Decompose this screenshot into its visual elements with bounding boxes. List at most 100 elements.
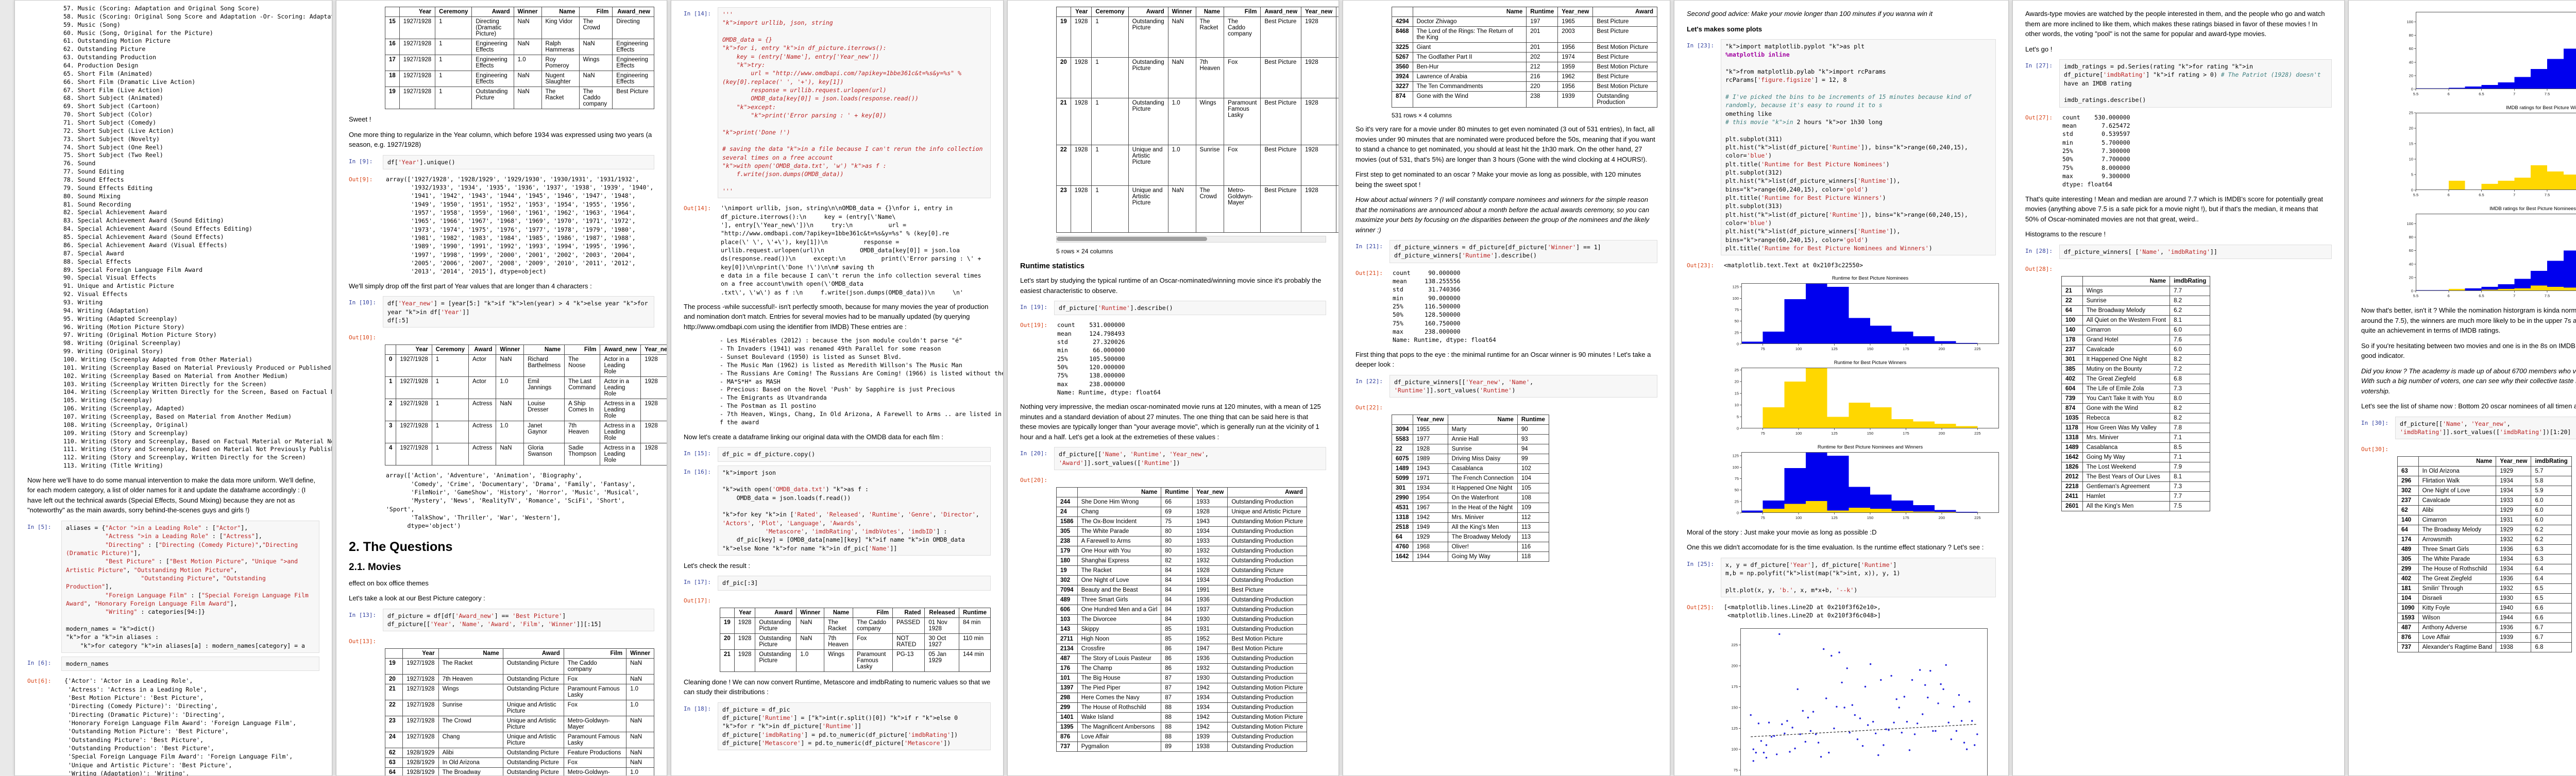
column-header: Winner <box>496 344 524 355</box>
table-row: 5267 The Godfather Part II 202 1974 Best Pic… <box>1392 52 1657 62</box>
table-cell: Mrs. Miniver <box>1447 512 1518 523</box>
table-cell: 1952 <box>1192 633 1228 644</box>
table-cell: 2218 <box>2061 481 2083 492</box>
output-cell: Out[22]: <box>1355 401 1657 411</box>
table-cell: 22 <box>2061 295 2083 306</box>
output-line: '1981', '1982', '1983', '1984', '1985', … <box>386 234 636 242</box>
table-cell: 1947 <box>1192 643 1228 654</box>
table-cell: 19 <box>384 658 403 675</box>
output-cell: Out[28]: <box>2025 263 2332 272</box>
table-cell: 1928 <box>1192 565 1228 576</box>
markdown-paragraph: Histograms to the rescure ! <box>2025 229 2332 239</box>
table-cell: 6.7 <box>2531 623 2572 633</box>
table-cell: 23 <box>384 716 403 733</box>
table-cell: 1991 <box>1192 584 1228 595</box>
table-cell: Nugent Slaughter <box>541 71 580 87</box>
table-cell: 88 <box>1161 712 1193 722</box>
table-cell: 112 <box>1517 512 1549 523</box>
table-cell: Outstanding Picture <box>502 767 564 775</box>
markdown-paragraph: We'll simply drop off the first part of … <box>349 281 654 291</box>
table-cell: 296 <box>2397 476 2419 487</box>
code-input: imdb_ratings = pd.Series(rating "k">for … <box>2059 59 2332 108</box>
table-cell: The Crowd <box>579 16 613 39</box>
histogram-chart: IMDB ratings for Best Picture Winners 0 5 1… <box>2397 104 2576 199</box>
svg-text:100: 100 <box>1732 296 1739 300</box>
table-cell: Outstanding Picture <box>755 617 797 634</box>
column-header: Year <box>734 607 756 618</box>
table-cell: Alexander's Ragtime Band <box>2418 642 2497 653</box>
svg-text:125: 125 <box>1732 284 1739 289</box>
table-cell: 1489 <box>1392 463 1413 474</box>
table-cell: She Done Him Wrong <box>1077 496 1162 507</box>
table-cell: The Racket <box>541 87 580 109</box>
table-cell: 6.0 <box>2170 344 2211 355</box>
table-cell: 24 <box>1056 506 1078 517</box>
code-cell: In [30]: df_picture[['Name', 'Year_new', … <box>2361 416 2576 440</box>
table-cell: 20 <box>384 674 403 685</box>
table-cell: Best Picture <box>612 87 654 109</box>
table-cell: 1 <box>435 55 472 71</box>
svg-text:0: 0 <box>2411 188 2413 193</box>
table-cell: 1928 <box>734 649 756 672</box>
table-row: 1090 Kitty Foyle 1940 6.6 <box>2397 603 2572 614</box>
table-cell: 604 <box>2061 383 2083 394</box>
table-cell: All Quiet on the Western Front <box>2082 315 2171 325</box>
table-body: 63 In Old Arizona 1929 5.7 296 Flirtation Wal… <box>2397 466 2572 653</box>
table-cell: Going My Way <box>1447 551 1518 562</box>
output-line: 'Honorary Foreign Language Film Award': … <box>64 719 297 727</box>
horizontal-scrollbar[interactable] <box>1056 236 1326 243</box>
list-line: 112. Writing (Story and Screenplay, Writ… <box>63 454 306 461</box>
input-prompt: In [14]: <box>684 10 711 17</box>
table-cell: 737 <box>2397 642 2419 653</box>
list-line: 57. Music (Scoring: Adaptation and Origi… <box>63 5 260 12</box>
table-cell: 22 <box>384 700 403 717</box>
table-cell: Sunrise <box>1447 444 1518 455</box>
table-cell: Actress in a Leading Role <box>600 443 641 466</box>
table-cell: 1.0 <box>496 376 524 400</box>
table-cell: 86 <box>1161 663 1193 674</box>
table-cell: Outstanding Production <box>1592 91 1657 108</box>
table-cell: 109 <box>1517 503 1549 513</box>
list-line: 108. Writing (Screenplay, Original) <box>63 421 189 428</box>
table-cell: 8.1 <box>2170 315 2211 325</box>
list-line: - Th Invaders (1941) was renamed 49th Pa… <box>720 345 941 353</box>
list-line: 84. Special Achievement Award (Sound Eff… <box>63 225 252 233</box>
markdown-paragraph: One more thing to regularize in the Year… <box>349 130 654 150</box>
table-cell: Best Picture <box>1592 16 1657 27</box>
table-cell: NaN <box>1167 16 1196 58</box>
dataframe-table: Year_new Name Runtime 3094 1955 Marty 90 5583 19… <box>1392 415 1657 562</box>
svg-text:50: 50 <box>1735 319 1739 323</box>
table-cell: Outstanding Motion Picture <box>1227 721 1308 732</box>
output-line: 25% 105.500000 <box>1057 355 1125 363</box>
table-cell: NaN <box>1167 185 1196 233</box>
column-header <box>1056 7 1071 17</box>
column-header <box>1056 487 1078 497</box>
table-cell: NaN <box>496 399 524 422</box>
table-cell: 1956 <box>1557 42 1594 53</box>
output-line: {'Actor': 'Actor in a Leading Role', <box>64 677 193 685</box>
table-cell: 876 <box>2397 632 2419 643</box>
table-cell: Crossfire <box>1077 643 1162 654</box>
table-cell: 1938 <box>1192 741 1228 752</box>
table-cell: Shanghai Express <box>1077 555 1162 566</box>
list-line: 102. Writing (Screenplay Based on Materi… <box>63 372 289 380</box>
table-cell: 1932 <box>2496 534 2532 545</box>
table-cell: 8468 <box>1392 26 1413 43</box>
column-header: Runtime <box>1517 415 1549 425</box>
output-line: <matplotlib.text.Text at 0x210f3c22550> <box>1724 262 1863 269</box>
table-cell: Outstanding Picture <box>1128 16 1168 58</box>
table-cell: 1928 <box>640 376 667 400</box>
table-cell: 1962 <box>1557 72 1594 82</box>
dataframe-table: Name Runtime Year_new Award 4294 Doctor Zhiva… <box>1392 7 1657 108</box>
table-cell: 1942 <box>1412 512 1448 523</box>
output-line: e data in a file because I can\'t rerun … <box>721 271 985 288</box>
dataframe-table: Year Ceremony Award Winner Name Film Award_new… <box>384 344 667 466</box>
table-cell: Paramount Famous Lasky <box>563 684 627 701</box>
output-line: 'Outstanding Picture': 'Best Picture', <box>64 736 204 744</box>
scrollbar-thumb[interactable] <box>1057 237 1208 241</box>
table-cell: Chang <box>1077 506 1162 517</box>
table-cell: 1 <box>435 87 472 109</box>
markdown-paragraph: Moral of the story : Just make your movi… <box>1687 527 1996 538</box>
column-header <box>2397 456 2419 467</box>
paragraph-text: Let's makes some plots <box>1687 25 1762 33</box>
